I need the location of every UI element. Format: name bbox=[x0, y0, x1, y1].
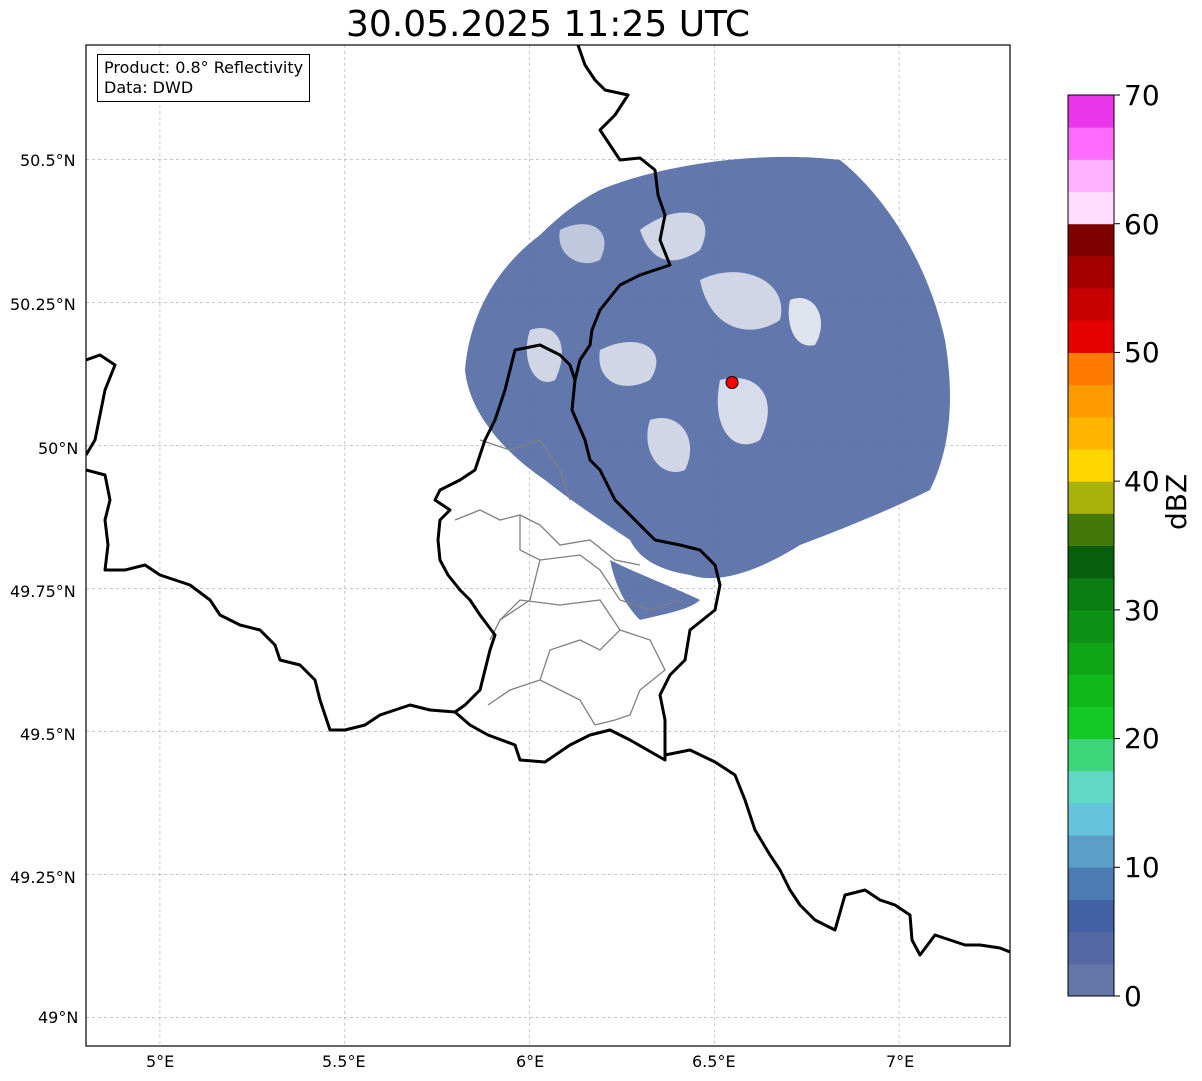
colorbar-segment bbox=[1068, 931, 1114, 965]
lon-tick-label: 6°E bbox=[516, 1052, 545, 1071]
lat-tick-label: 49.25°N bbox=[10, 868, 76, 887]
reflectivity-echoes bbox=[465, 156, 950, 620]
colorbar-segment bbox=[1068, 448, 1114, 482]
colorbar-segment bbox=[1068, 223, 1114, 257]
colorbar-segment bbox=[1068, 867, 1114, 900]
colorbar-segment bbox=[1068, 899, 1114, 933]
colorbar-segment bbox=[1068, 127, 1114, 160]
colorbar-segment bbox=[1068, 513, 1114, 546]
colorbar-tick-label: 40 bbox=[1124, 465, 1160, 498]
country-borders bbox=[86, 45, 1010, 957]
colorbar-tick-label: 60 bbox=[1124, 208, 1160, 241]
colorbar-segment bbox=[1068, 706, 1114, 740]
colorbar-segment bbox=[1068, 738, 1114, 772]
colorbar-segment bbox=[1068, 159, 1114, 193]
colorbar-segment bbox=[1068, 577, 1114, 611]
colorbar-segment bbox=[1068, 609, 1114, 643]
lon-tick-label: 5.5°E bbox=[322, 1052, 366, 1071]
lon-tick-label: 6.5°E bbox=[692, 1052, 736, 1071]
colorbar-segment bbox=[1068, 835, 1114, 868]
colorbar-segment bbox=[1068, 963, 1114, 997]
colorbar-tick-label: 20 bbox=[1124, 722, 1160, 755]
radar-site-marker bbox=[725, 375, 739, 389]
colorbar-frame bbox=[1067, 94, 1115, 997]
map-frame bbox=[85, 44, 1011, 1047]
colorbar-segment bbox=[1068, 481, 1114, 514]
colorbar-segment bbox=[1068, 770, 1114, 804]
product-label: Product: 0.8° Reflectivity bbox=[104, 58, 304, 77]
lat-tick-label: 50.5°N bbox=[20, 151, 76, 170]
colorbar-tick-label: 70 bbox=[1124, 79, 1160, 112]
colorbar-segment bbox=[1068, 416, 1114, 450]
lat-tick-label: 49.75°N bbox=[10, 582, 76, 601]
colorbar-unit-label: dBZ bbox=[1160, 473, 1193, 530]
colorbar-segment bbox=[1068, 95, 1114, 128]
colorbar-segment bbox=[1068, 255, 1114, 289]
colorbar-tick-label: 30 bbox=[1124, 594, 1160, 627]
canton-boundaries bbox=[454, 439, 681, 726]
colorbar-tick-label: 10 bbox=[1124, 851, 1160, 884]
colorbar-segment bbox=[1068, 642, 1114, 675]
lon-tick-label: 7°E bbox=[886, 1052, 915, 1071]
lat-tick-label: 49°N bbox=[38, 1008, 79, 1027]
colorbar-tick-label: 0 bbox=[1124, 980, 1142, 1013]
colorbar-segment bbox=[1068, 545, 1114, 579]
colorbar-segment bbox=[1068, 320, 1114, 353]
colorbar bbox=[1067, 94, 1120, 997]
colorbar-segment bbox=[1068, 802, 1114, 836]
lat-tick-label: 50.25°N bbox=[10, 295, 76, 314]
colorbar-segment bbox=[1068, 191, 1114, 225]
lat-tick-label: 49.5°N bbox=[20, 725, 76, 744]
colorbar-tick-label: 50 bbox=[1124, 336, 1160, 369]
colorbar-segment bbox=[1068, 384, 1114, 418]
colorbar-segment bbox=[1068, 288, 1114, 321]
colorbar-segment bbox=[1068, 352, 1114, 386]
data-source-label: Data: DWD bbox=[104, 78, 194, 97]
map-title: 30.05.2025 11:25 UTC bbox=[345, 4, 751, 45]
colorbar-segment bbox=[1068, 674, 1114, 707]
product-info-box: Product: 0.8° Reflectivity Data: DWD bbox=[97, 54, 311, 102]
lat-tick-label: 50°N bbox=[38, 439, 79, 458]
lon-tick-label: 5°E bbox=[146, 1052, 175, 1071]
